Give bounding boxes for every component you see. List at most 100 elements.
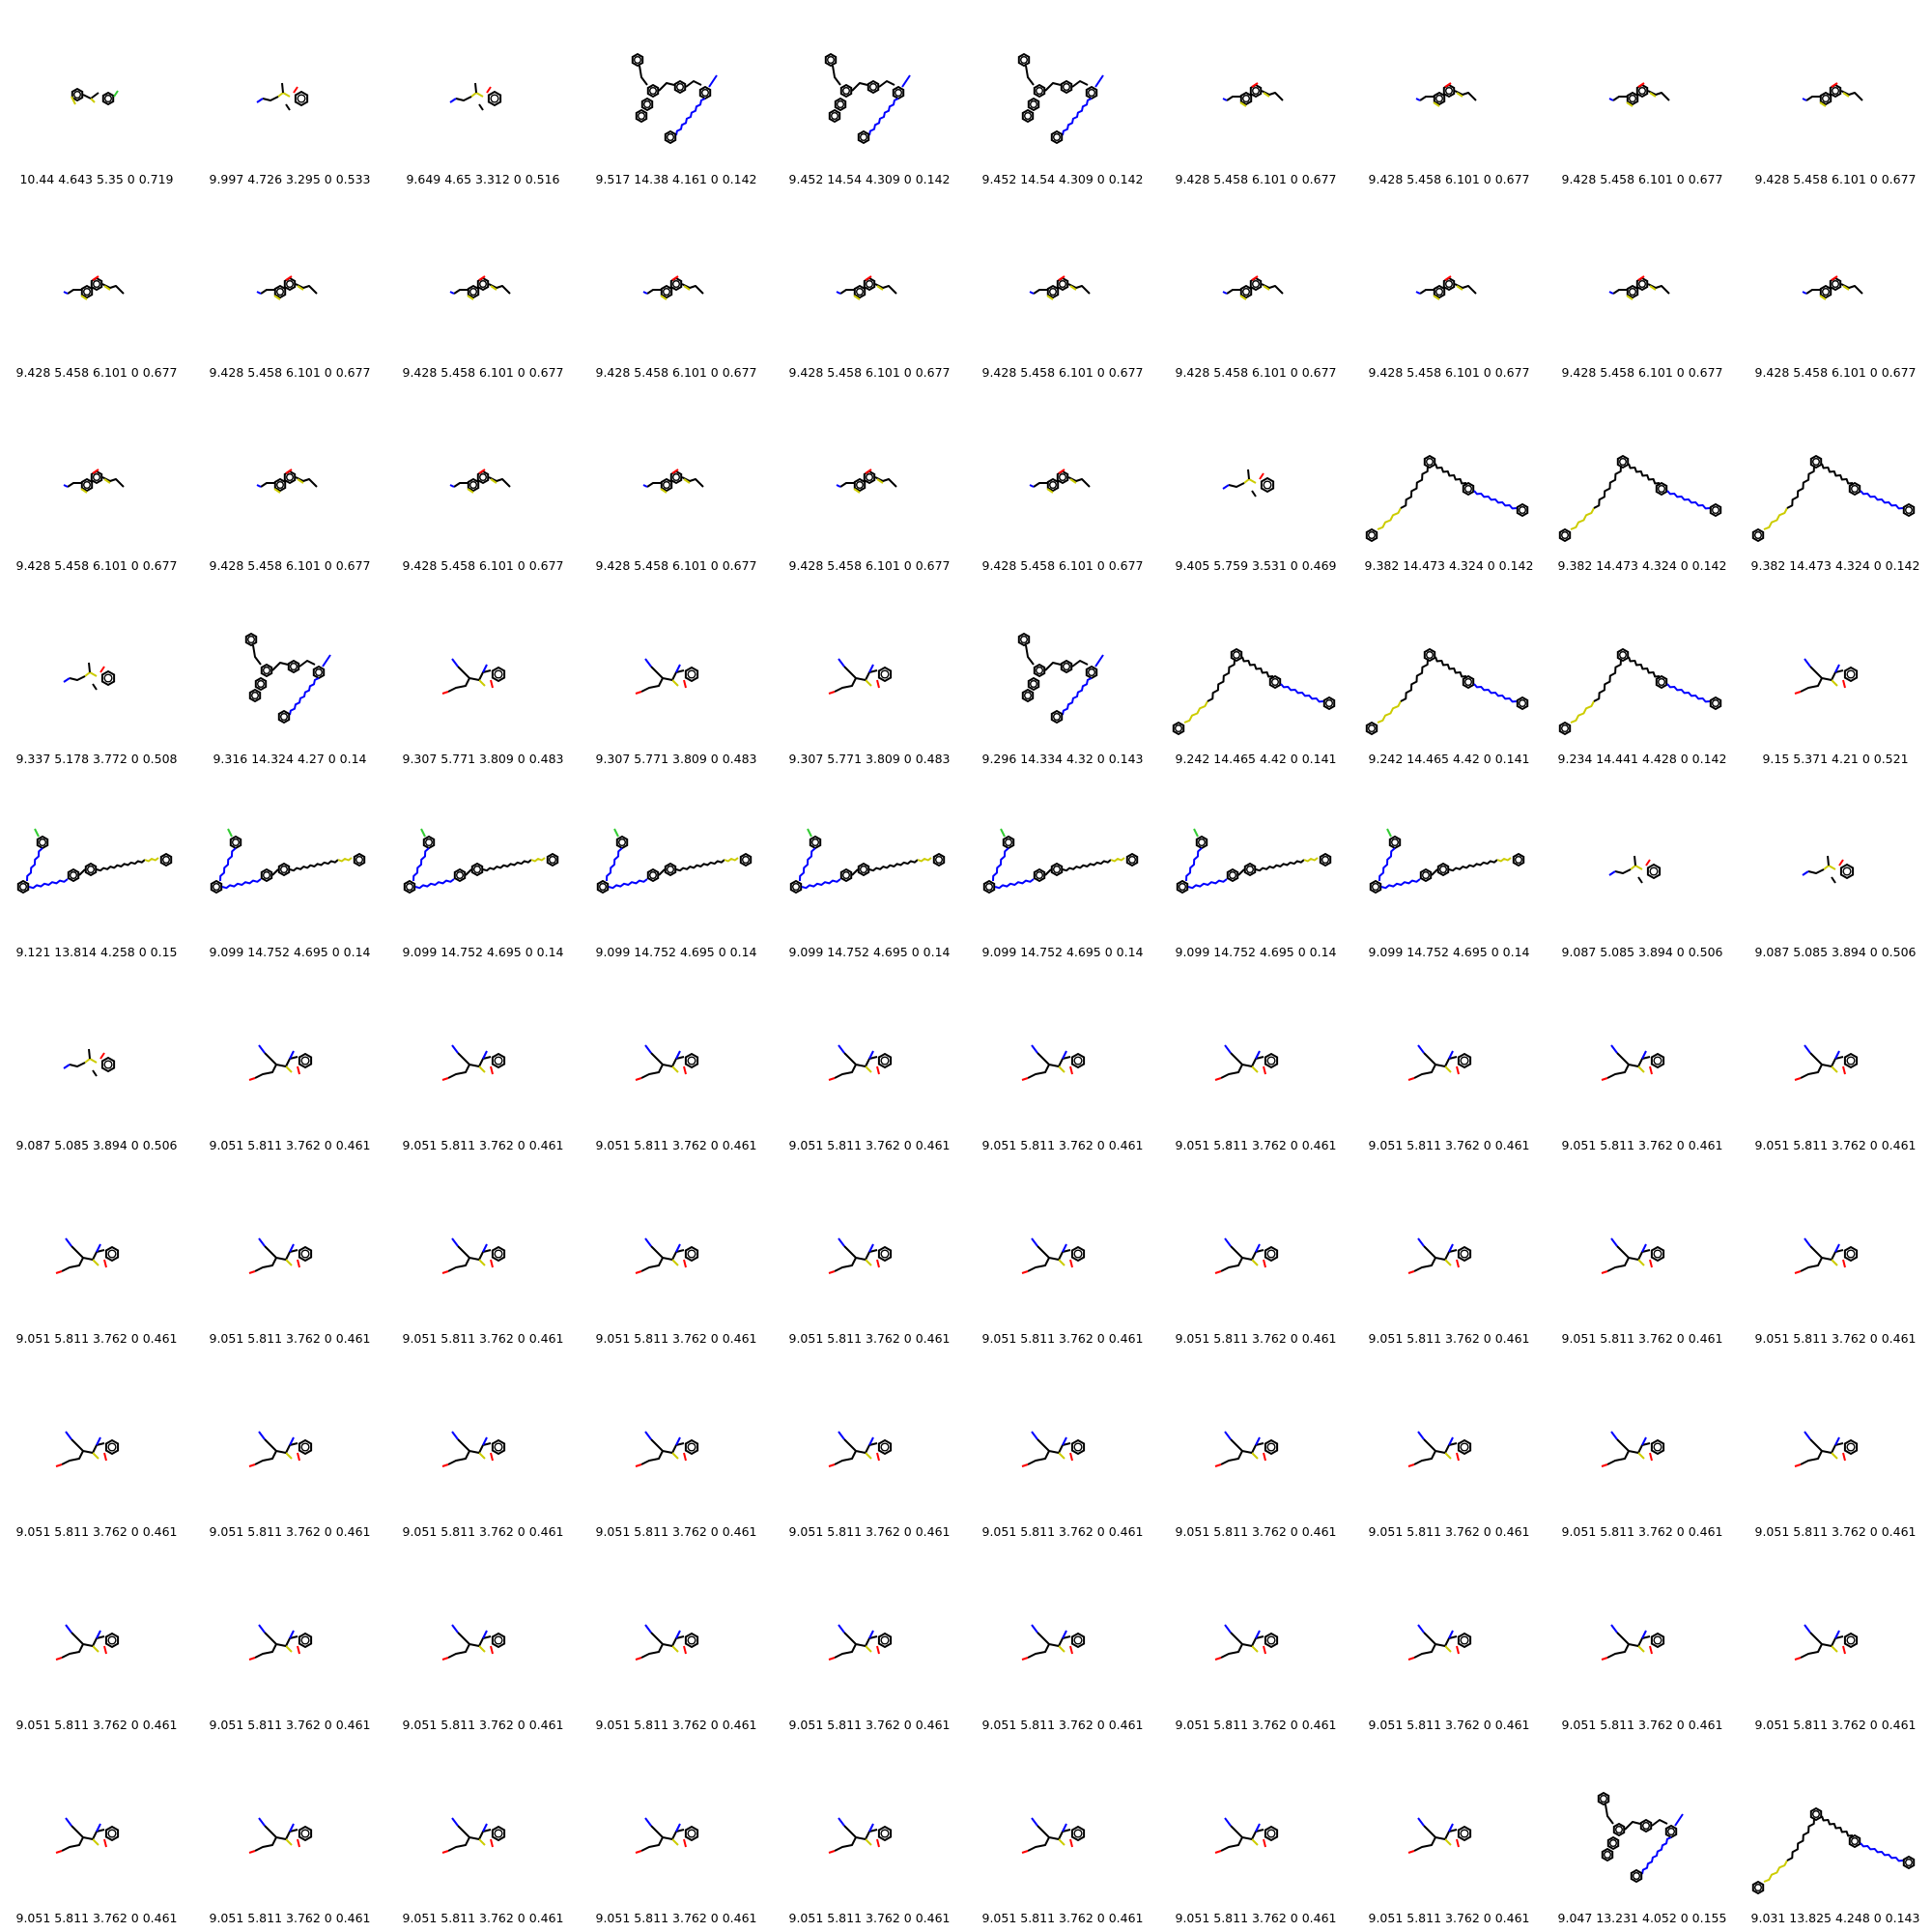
bond-chain	[219, 847, 237, 882]
molecule-cell: 9.382 14.473 4.324 0 0.142	[1352, 386, 1546, 580]
molecule-cell: 9.051 5.811 3.762 0 0.461	[1546, 966, 1739, 1159]
ring	[298, 1052, 313, 1069]
molecule-caption: 9.307 5.771 3.809 0 0.483	[402, 752, 564, 766]
bond-chain	[606, 847, 623, 882]
bond-chain	[1454, 90, 1477, 101]
ring	[487, 90, 502, 107]
bond-chain	[285, 1645, 293, 1653]
ring	[1630, 1868, 1643, 1884]
ring-aromatic	[1518, 698, 1526, 707]
bond-chain	[917, 857, 932, 863]
bond-chain	[671, 679, 679, 687]
bond-chain	[1069, 1452, 1073, 1462]
bond-chain	[1377, 507, 1402, 530]
bond-chain	[78, 868, 86, 876]
bond-chain	[1831, 1249, 1844, 1261]
bond-chain	[1027, 1257, 1050, 1272]
bond-chain	[853, 295, 861, 300]
bond-chain	[144, 857, 159, 863]
bond-chain	[1802, 98, 1807, 101]
bond-chain	[457, 1825, 480, 1840]
bond-chain	[843, 1245, 867, 1261]
bond-chain	[1454, 283, 1477, 295]
ring-aromatic	[1052, 132, 1061, 141]
bond-chain	[683, 679, 687, 689]
molecule-caption: 9.051 5.811 3.762 0 0.461	[15, 1524, 178, 1539]
ring-aromatic	[1754, 1883, 1763, 1891]
molecule-caption: 9.087 5.085 3.894 0 0.506	[1561, 945, 1723, 959]
bond-chain	[1407, 1077, 1415, 1081]
bond-chain	[1423, 1052, 1446, 1067]
bond-chain	[273, 488, 281, 494]
bond-chain	[482, 1436, 488, 1446]
bond-chain	[1860, 490, 1904, 510]
bond-chain	[297, 478, 304, 484]
ring	[1050, 129, 1064, 145]
bond-chain	[412, 847, 430, 882]
bond-chain	[683, 285, 691, 291]
molecule-structure	[1597, 1791, 1684, 1884]
bond-chain	[640, 677, 664, 693]
bond-chain	[1637, 1635, 1651, 1647]
bond-chain	[832, 65, 841, 86]
bond-chain	[92, 275, 99, 281]
bond-chain	[1062, 677, 1093, 716]
ring	[640, 97, 654, 112]
bond-chain	[1263, 1645, 1266, 1655]
ring-aromatic	[1614, 1826, 1623, 1834]
bond-chain	[1241, 656, 1274, 678]
ring-aromatic	[1904, 1858, 1913, 1866]
bond-chain	[478, 1056, 492, 1067]
bond-chain	[865, 1249, 878, 1261]
bond-chain	[1062, 1436, 1067, 1446]
ring-aromatic	[1052, 865, 1061, 873]
ring	[546, 852, 559, 867]
bond-chain	[1033, 289, 1047, 295]
bond-chain	[1094, 74, 1104, 88]
molecule-cell: 9.051 5.811 3.762 0 0.461	[1546, 1546, 1739, 1739]
bond-chain	[650, 666, 673, 681]
molecule-caption: 9.051 5.811 3.762 0 0.461	[595, 1138, 757, 1152]
molecule-cell: 9.051 5.811 3.762 0 0.461	[193, 966, 386, 1159]
ring	[1322, 696, 1336, 711]
ring-aromatic	[275, 287, 284, 296]
bond-chain	[1570, 700, 1595, 724]
ring	[294, 90, 309, 107]
ring-aromatic	[1324, 698, 1333, 707]
bond-chain	[1804, 1431, 1811, 1440]
ring-aromatic	[1073, 1442, 1083, 1452]
ring-aromatic	[1653, 1635, 1662, 1645]
bond-chain	[1037, 1632, 1060, 1647]
bond-chain	[635, 1657, 642, 1661]
bond-chain	[1842, 285, 1850, 291]
bond-chain	[490, 1259, 494, 1268]
bond-chain	[1029, 484, 1035, 488]
ring	[1433, 91, 1446, 106]
molecule-cell: 9.051 5.811 3.762 0 0.461	[580, 966, 773, 1159]
bond-chain	[1763, 507, 1788, 530]
ring	[159, 852, 173, 867]
ring-aromatic	[1035, 87, 1043, 96]
ring	[453, 867, 467, 883]
bond-chain	[1645, 859, 1651, 867]
bond-chain	[55, 1270, 63, 1274]
bond-chain	[1435, 463, 1467, 485]
molecule-cell: 9.087 5.085 3.894 0 0.506	[0, 966, 193, 1159]
bond-chain	[482, 1050, 488, 1060]
bond-chain	[258, 1431, 266, 1440]
ring	[90, 469, 103, 485]
ring	[824, 52, 838, 68]
bond-chain	[1435, 656, 1467, 678]
ring	[298, 1825, 313, 1842]
bond-chain	[876, 478, 884, 484]
ring-aromatic	[855, 480, 864, 489]
molecule-caption: 9.051 5.811 3.762 0 0.461	[402, 1718, 564, 1732]
ring-aromatic	[1232, 651, 1240, 660]
molecule-caption: 9.051 5.811 3.762 0 0.461	[981, 1524, 1144, 1539]
bond-chain	[1456, 1452, 1460, 1462]
bond-chain	[1819, 101, 1827, 107]
ring	[353, 852, 366, 867]
bond-chain	[865, 1452, 872, 1460]
bond-chain	[92, 1259, 99, 1266]
ring-aromatic	[1666, 1828, 1675, 1836]
